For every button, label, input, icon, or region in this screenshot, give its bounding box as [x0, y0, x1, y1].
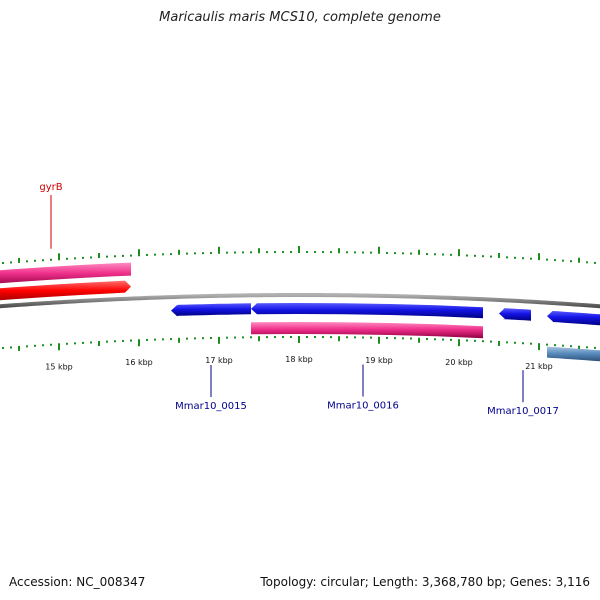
tick-label: 21 kbp	[525, 362, 553, 371]
gene-features	[0, 262, 600, 362]
outer-tick-ring	[2, 246, 596, 265]
tick-label: 19 kbp	[365, 356, 393, 365]
accession-text: Accession: NC_008347	[9, 575, 146, 589]
gene-label-mmar10_0016: Mmar10_0016	[327, 401, 399, 412]
genome-title: Maricaulis maris MCS10, complete genome	[159, 10, 441, 25]
kbp-tick-labels: 15 kbp 16 kbp 17 kbp 18 kbp 19 kbp 20 kbp 21 k…	[45, 355, 553, 371]
gene-label-mmar10_0017: Mmar10_0017	[487, 406, 559, 417]
inner-tick-ring	[2, 336, 596, 351]
tick-label: 18 kbp	[285, 355, 313, 364]
gene-feature	[547, 310, 600, 326]
gene-feature	[0, 280, 131, 301]
gene-feature	[251, 303, 483, 319]
tick-label: 20 kbp	[445, 358, 473, 367]
genome-summary-text: Topology: circular; Length: 3,368,780 bp…	[260, 575, 590, 589]
gene-feature	[0, 262, 131, 284]
backbone-arc	[0, 293, 600, 309]
tick-label: 16 kbp	[125, 358, 153, 367]
gene-feature	[251, 322, 483, 339]
tick-label: 17 kbp	[205, 356, 233, 365]
gene-feature	[547, 346, 600, 362]
gene-feature	[499, 308, 531, 321]
gene-label-mmar10_0015: Mmar10_0015	[175, 401, 247, 412]
gene-labels: gyrB Mmar10_0015 Mmar10_0016 Mmar10_0017	[39, 182, 559, 417]
gene-feature	[171, 303, 251, 317]
genome-backbone	[0, 293, 600, 309]
tick-label: 15 kbp	[45, 362, 73, 371]
gene-label-gyrb: gyrB	[39, 182, 62, 193]
